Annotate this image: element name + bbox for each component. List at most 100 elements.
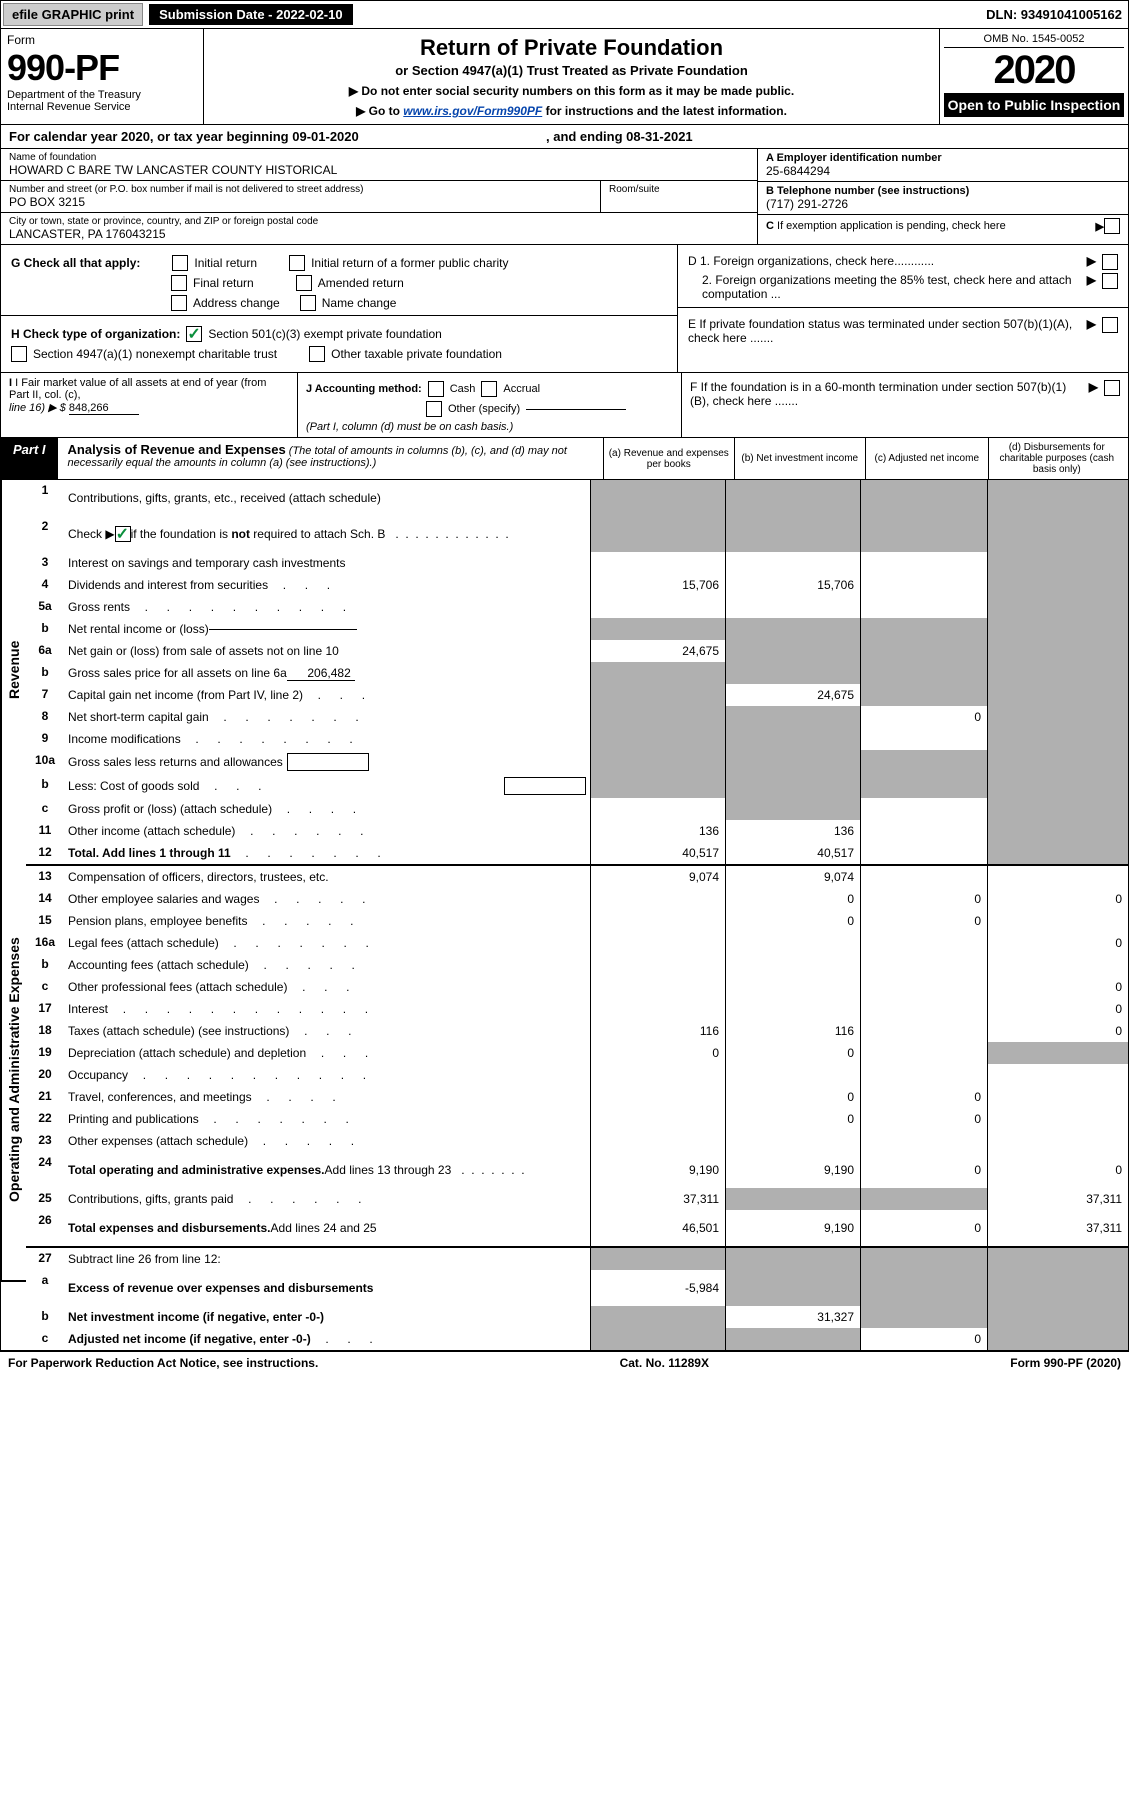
table-row: 14Other employee salaries and wages . . … — [26, 888, 1128, 910]
g-address-change-checkbox[interactable] — [171, 295, 187, 311]
table-row: 6aNet gain or (loss) from sale of assets… — [26, 640, 1128, 662]
table-row: 4Dividends and interest from securities … — [26, 574, 1128, 596]
arrow-icon: ▶ — [1089, 380, 1098, 394]
cal-mid: , and ending — [546, 129, 626, 144]
j-cash: Cash — [450, 383, 476, 395]
table-row: 21Travel, conferences, and meetings . . … — [26, 1086, 1128, 1108]
table-row: 24Total operating and administrative exp… — [26, 1152, 1128, 1188]
street-address: PO BOX 3215 — [9, 195, 592, 209]
g-label: G Check all that apply: — [11, 256, 140, 270]
g-initial-return-checkbox[interactable] — [172, 255, 188, 271]
g-opt-1: Initial return of a former public charit… — [311, 256, 508, 270]
j-label: J Accounting method: — [306, 383, 422, 395]
table-row: 10aGross sales less returns and allowanc… — [26, 750, 1128, 774]
top-bar: efile GRAPHIC print Submission Date - 20… — [0, 0, 1129, 29]
table-row: 22Printing and publications . . . . . . … — [26, 1108, 1128, 1130]
d2-checkbox[interactable] — [1102, 273, 1118, 289]
g-final-return-checkbox[interactable] — [171, 275, 187, 291]
f-label: F If the foundation is in a 60-month ter… — [690, 380, 1083, 408]
h-label: H Check type of organization: — [11, 327, 180, 341]
f-checkbox[interactable] — [1104, 380, 1120, 396]
h-opt-2: Section 4947(a)(1) nonexempt charitable … — [33, 347, 277, 361]
addr-label: Number and street (or P.O. box number if… — [9, 184, 592, 195]
table-row: 15Pension plans, employee benefits . . .… — [26, 910, 1128, 932]
table-row: 12Total. Add lines 1 through 11 . . . . … — [26, 842, 1128, 864]
sch-b-checkbox[interactable] — [115, 526, 131, 542]
table-row: aExcess of revenue over expenses and dis… — [26, 1270, 1128, 1306]
cal-end: 08-31-2021 — [626, 129, 693, 144]
table-row: 2Check ▶ if the foundation is not requir… — [26, 516, 1128, 552]
efile-button[interactable]: efile GRAPHIC print — [3, 3, 143, 26]
h-501c3-checkbox[interactable] — [186, 326, 202, 342]
instr-2-post: for instructions and the latest informat… — [542, 104, 787, 118]
form-number: 990-PF — [7, 47, 197, 89]
table-row: 11Other income (attach schedule) . . . .… — [26, 820, 1128, 842]
arrow-icon: ▶ — [1087, 254, 1096, 268]
g-amended-checkbox[interactable] — [296, 275, 312, 291]
dept-treasury: Department of the Treasury — [7, 89, 197, 101]
g-opt-0: Initial return — [194, 256, 257, 270]
city-label: City or town, state or province, country… — [9, 216, 749, 227]
open-to-public: Open to Public Inspection — [944, 93, 1124, 117]
check-section: G Check all that apply: Initial return I… — [0, 245, 1129, 373]
opex-side-label: Operating and Administrative Expenses — [1, 860, 26, 1282]
tax-year: 2020 — [944, 48, 1124, 93]
ein-value: 25-6844294 — [766, 164, 1120, 178]
instr-1: ▶ Do not enter social security numbers o… — [214, 84, 929, 98]
footer-left: For Paperwork Reduction Act Notice, see … — [8, 1356, 318, 1370]
table-row: bGross sales price for all assets on lin… — [26, 662, 1128, 684]
g-opt-2: Final return — [193, 276, 254, 290]
phone-value: (717) 291-2726 — [766, 197, 1120, 211]
table-row: 13Compensation of officers, directors, t… — [26, 864, 1128, 888]
instr-2-pre: ▶ Go to — [356, 104, 403, 118]
j-accrual-checkbox[interactable] — [481, 381, 497, 397]
h-4947-checkbox[interactable] — [11, 346, 27, 362]
table-row: cOther professional fees (attach schedul… — [26, 976, 1128, 998]
table-row: 20Occupancy . . . . . . . . . . . — [26, 1064, 1128, 1086]
h-other-checkbox[interactable] — [309, 346, 325, 362]
line-10a-box — [287, 753, 369, 771]
col-a-header: (a) Revenue and expenses per books — [603, 438, 734, 479]
instr-2: ▶ Go to www.irs.gov/Form990PF for instru… — [214, 104, 929, 118]
h-opt-3: Other taxable private foundation — [331, 347, 502, 361]
j-other-checkbox[interactable] — [426, 401, 442, 417]
g-name-change-checkbox[interactable] — [300, 295, 316, 311]
cal-pre: For calendar year 2020, or tax year begi… — [9, 129, 292, 144]
table-row: 8Net short-term capital gain . . . . . .… — [26, 706, 1128, 728]
i-label: I Fair market value of all assets at end… — [9, 377, 266, 401]
g-initial-former-checkbox[interactable] — [289, 255, 305, 271]
ein-label: A Employer identification number — [766, 152, 1120, 164]
table-row: 5aGross rents . . . . . . . . . . — [26, 596, 1128, 618]
submission-date: Submission Date - 2022-02-10 — [149, 4, 353, 25]
entity-grid: Name of foundation HOWARD C BARE TW LANC… — [0, 149, 1129, 245]
table-row: 19Depreciation (attach schedule) and dep… — [26, 1042, 1128, 1064]
table-row: 18Taxes (attach schedule) (see instructi… — [26, 1020, 1128, 1042]
city-state-zip: LANCASTER, PA 176043215 — [9, 227, 749, 241]
e-label: E If private foundation status was termi… — [688, 317, 1081, 345]
page-footer: For Paperwork Reduction Act Notice, see … — [0, 1351, 1129, 1374]
omb-number: OMB No. 1545-0052 — [944, 33, 1124, 48]
arrow-icon: ▶ — [1087, 273, 1096, 287]
exempt-pending-checkbox[interactable] — [1104, 218, 1120, 234]
form-header: Form 990-PF Department of the Treasury I… — [0, 29, 1129, 125]
table-row: 1Contributions, gifts, grants, etc., rec… — [26, 480, 1128, 516]
table-row: 17Interest . . . . . . . . . . . .0 — [26, 998, 1128, 1020]
j-cash-checkbox[interactable] — [428, 381, 444, 397]
j-note: (Part I, column (d) must be on cash basi… — [306, 421, 673, 433]
table-row: bNet rental income or (loss) — [26, 618, 1128, 640]
col-b-header: (b) Net investment income — [734, 438, 865, 479]
e-checkbox[interactable] — [1102, 317, 1118, 333]
table-row: 9Income modifications . . . . . . . . — [26, 728, 1128, 750]
exempt-pending-label: C If exemption application is pending, c… — [766, 220, 1096, 232]
form-title: Return of Private Foundation — [214, 35, 929, 61]
table-row: bNet investment income (if negative, ent… — [26, 1306, 1128, 1328]
g-opt-5: Name change — [322, 296, 397, 310]
main-table: Revenue Operating and Administrative Exp… — [0, 480, 1129, 1351]
d1-checkbox[interactable] — [1102, 254, 1118, 270]
table-row: 25Contributions, gifts, grants paid . . … — [26, 1188, 1128, 1210]
irs-link[interactable]: www.irs.gov/Form990PF — [403, 104, 542, 118]
g-opt-4: Address change — [193, 296, 280, 310]
table-row: 16aLegal fees (attach schedule) . . . . … — [26, 932, 1128, 954]
arrow-icon: ▶ — [1087, 317, 1096, 331]
foundation-name: HOWARD C BARE TW LANCASTER COUNTY HISTOR… — [9, 163, 749, 177]
